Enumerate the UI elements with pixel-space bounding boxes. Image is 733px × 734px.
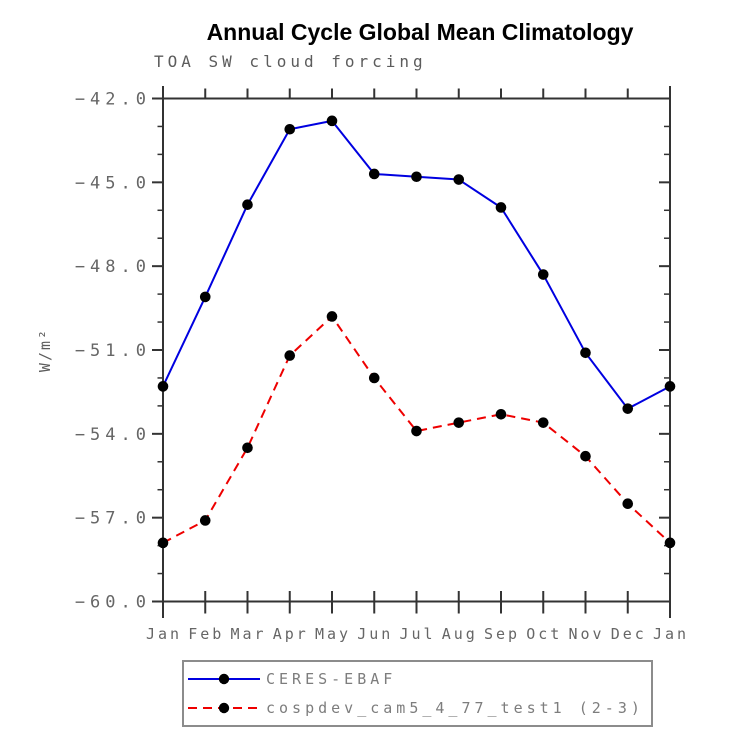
y-tick-label: −57.0 [75, 509, 151, 529]
x-tick-label: Feb [188, 625, 224, 643]
y-tick-label: −54.0 [75, 425, 151, 445]
data-point [199, 291, 211, 303]
data-point [622, 403, 634, 414]
y-tick-label: −48.0 [75, 257, 151, 277]
legend-line-sample-dashed [188, 702, 260, 714]
legend-line-sample-solid [188, 673, 260, 685]
data-point [199, 515, 211, 526]
data-point [284, 350, 296, 361]
series-line-1 [162, 119, 671, 410]
data-point [453, 417, 465, 428]
data-point [453, 174, 465, 185]
data-point [368, 168, 380, 180]
x-tick-label: Mar [230, 625, 266, 643]
x-tick-label: Jul [399, 625, 435, 643]
legend-sample-marker-icon [218, 702, 230, 714]
x-tick-label: Jan [146, 625, 182, 643]
legend-sample-marker-icon [218, 673, 230, 685]
data-point [622, 498, 634, 509]
data-point [326, 115, 338, 127]
legend-entry-ceres-ebaf: CERES-EBAF [187, 667, 651, 691]
x-tick-label: Apr [273, 625, 309, 643]
data-point [242, 199, 253, 210]
x-tick-label: Nov [568, 625, 604, 643]
data-point [411, 425, 422, 437]
y-tick-label: −42.0 [75, 90, 151, 110]
y-tick-label: −45.0 [75, 173, 151, 193]
legend-label-ceres-ebaf: CERES-EBAF [266, 670, 397, 688]
data-point [580, 347, 591, 359]
data-point [580, 450, 591, 462]
x-tick-label: Oct [526, 625, 562, 643]
data-point [242, 442, 253, 454]
x-tick-label: Jan [653, 625, 689, 643]
x-tick-label: Jun [357, 625, 393, 643]
data-point [157, 381, 169, 392]
data-point [326, 311, 338, 322]
data-point [537, 269, 549, 280]
legend-entry-cospdev: cospdev_cam5_4_77_test1 (2-3) [187, 696, 651, 720]
x-tick-label: Dec [611, 625, 647, 643]
data-point [664, 537, 676, 549]
data-point [411, 171, 422, 183]
y-tick-label: −60.0 [75, 593, 151, 613]
data-point [495, 408, 507, 420]
chart-title: Annual Cycle Global Mean Climatology [206, 19, 634, 45]
data-point [368, 372, 380, 384]
data-point [495, 202, 507, 213]
chart-subtitle: TOA SW cloud forcing [154, 52, 427, 71]
legend: CERES-EBAF cospdev_cam5_4_77_test1 (2-3) [182, 660, 653, 727]
y-tick-label: −51.0 [75, 341, 151, 361]
data-point [157, 537, 169, 549]
data-point [284, 123, 296, 135]
x-tick-label: Aug [442, 625, 478, 643]
legend-label-cospdev: cospdev_cam5_4_77_test1 (2-3) [266, 699, 644, 717]
data-point [664, 381, 676, 392]
x-tick-label: Sep [484, 625, 520, 643]
x-tick-label: May [315, 625, 351, 643]
data-point [537, 417, 549, 428]
